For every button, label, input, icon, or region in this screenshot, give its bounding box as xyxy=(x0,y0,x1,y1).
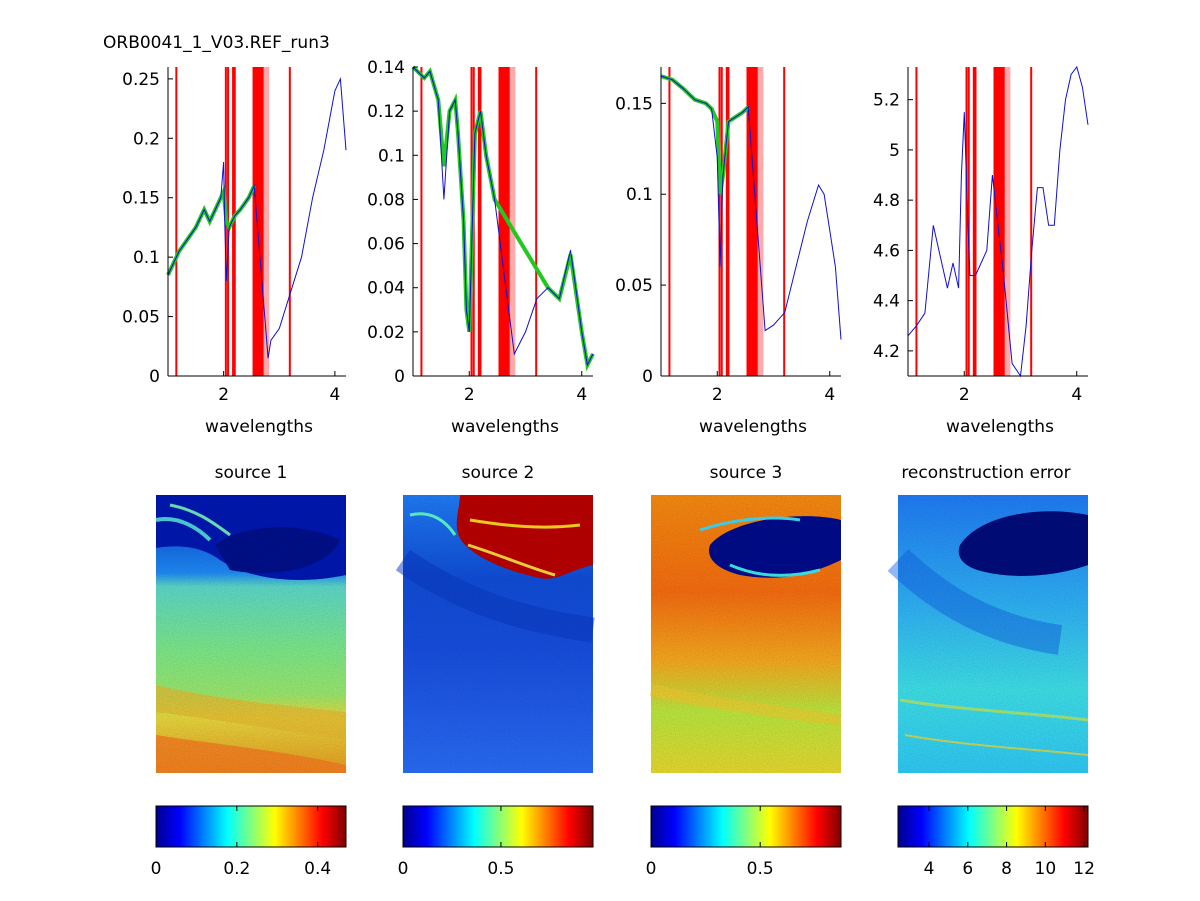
colorbar-tick-label: 8 xyxy=(1001,859,1012,879)
colorbar-tick-label: 0.5 xyxy=(747,859,774,879)
y-tick-label: 0.06 xyxy=(367,235,405,255)
y-tick-label: 4.8 xyxy=(873,191,900,211)
colorbar-source-1 xyxy=(155,805,347,848)
y-tick-label: 0.1 xyxy=(378,146,405,166)
y-tick-label: 4.4 xyxy=(873,292,900,312)
colorbar-source-2 xyxy=(402,805,594,848)
y-tick-label: 0 xyxy=(642,367,653,387)
colorbar-source-3 xyxy=(650,805,842,848)
map-source-3 xyxy=(649,495,842,773)
y-tick-label: 0.2 xyxy=(133,129,160,149)
x-tick-label: 2 xyxy=(464,385,475,405)
map-title-reconstruction-error: reconstruction error xyxy=(901,463,1070,483)
band-light xyxy=(757,67,764,376)
map-title-source-2: source 2 xyxy=(462,463,535,483)
x-axis-label: wavelengths xyxy=(699,417,807,437)
band-wide xyxy=(746,67,758,376)
series-green-band xyxy=(660,74,750,195)
colorbar-tick-label: 12 xyxy=(1073,859,1095,879)
colorbar-tick-label: 0 xyxy=(646,859,657,879)
colorbar-tick-label: 10 xyxy=(1035,859,1057,879)
x-tick-label: 2 xyxy=(218,385,229,405)
map-source-2 xyxy=(395,495,595,773)
y-tick-label: 0.1 xyxy=(626,185,653,205)
x-tick-label: 2 xyxy=(959,385,970,405)
x-axis-label: wavelengths xyxy=(946,417,1054,437)
band-light xyxy=(263,67,270,376)
map-source-1 xyxy=(155,495,346,773)
y-tick-label: 0 xyxy=(394,367,405,387)
series-green-band xyxy=(166,184,257,276)
x-tick-label: 4 xyxy=(329,385,340,405)
y-tick-label: 0.05 xyxy=(615,276,653,296)
line-plot-3: 0 0.05 0.1 0.15 2 4 wavelengths xyxy=(615,67,842,437)
series-blue-line xyxy=(167,76,347,359)
colorbar-tick-label: 4 xyxy=(924,859,935,879)
map-reconstruction-error xyxy=(887,495,1089,773)
map-title-source-1: source 1 xyxy=(215,463,288,483)
line-plot-2: 0 0.02 0.04 0.06 0.08 0.1 0.12 0.14 2 4 wavelength… xyxy=(367,58,595,437)
y-tick-label: 0 xyxy=(149,367,160,387)
band-light xyxy=(1004,67,1011,376)
x-tick-label: 4 xyxy=(1071,385,1082,405)
colorbar-tick-label: 0.4 xyxy=(304,859,331,879)
y-tick-label: 0.25 xyxy=(122,70,160,90)
colorbar-ticks-2: 0 0.5 xyxy=(398,806,514,879)
y-tick-label: 5.2 xyxy=(873,91,900,111)
band-wide xyxy=(993,67,1005,376)
figure-title: ORB0041_1_V03.REF_run3 xyxy=(103,33,330,53)
colorbar-reconstruction-error xyxy=(897,805,1089,848)
series-blue-line xyxy=(412,66,594,367)
series-blue-line xyxy=(660,75,842,340)
band-light xyxy=(509,67,516,376)
x-tick-label: 2 xyxy=(712,385,723,405)
y-tick-label: 0.08 xyxy=(367,190,405,210)
y-tick-label: 5 xyxy=(889,141,900,161)
x-tick-label: 4 xyxy=(824,385,835,405)
colorbar-ticks-1: 0 0.2 0.4 xyxy=(151,806,331,879)
colorbar-tick-label: 6 xyxy=(962,859,973,879)
x-axis-label: wavelengths xyxy=(451,417,559,437)
map-title-source-3: source 3 xyxy=(710,463,783,483)
band-wide xyxy=(252,67,264,376)
colorbar-tick-label: 0 xyxy=(398,859,409,879)
y-tick-label: 0.1 xyxy=(133,248,160,268)
y-tick-label: 0.02 xyxy=(367,323,405,343)
y-tick-label: 4.6 xyxy=(873,241,900,261)
line-plot-1: 0 0.05 0.1 0.15 0.2 0.25 2 4 wavelengths xyxy=(122,67,347,437)
x-axis-label: wavelengths xyxy=(205,417,313,437)
band-wide xyxy=(498,67,510,376)
y-tick-label: 4.2 xyxy=(873,342,900,362)
colorbar-tick-label: 0 xyxy=(151,859,162,879)
y-tick-label: 0.15 xyxy=(122,189,160,209)
series-blue-line xyxy=(907,65,1089,378)
y-tick-label: 0.12 xyxy=(367,102,405,122)
x-tick-label: 4 xyxy=(576,385,587,405)
y-tick-label: 0.04 xyxy=(367,279,405,299)
y-tick-label: 0.14 xyxy=(367,58,405,78)
colorbar-tick-label: 0.5 xyxy=(487,859,514,879)
line-plot-4: 4.2 4.4 4.6 4.8 5 5.2 2 4 wavelengths xyxy=(873,65,1089,437)
y-tick-label: 0.05 xyxy=(122,308,160,328)
colorbar-ticks-4: 4 6 8 10 12 xyxy=(924,806,1095,879)
y-tick-label: 0.15 xyxy=(615,94,653,114)
colorbar-ticks-3: 0 0.5 xyxy=(646,806,774,879)
colorbar-tick-label: 0.2 xyxy=(223,859,250,879)
